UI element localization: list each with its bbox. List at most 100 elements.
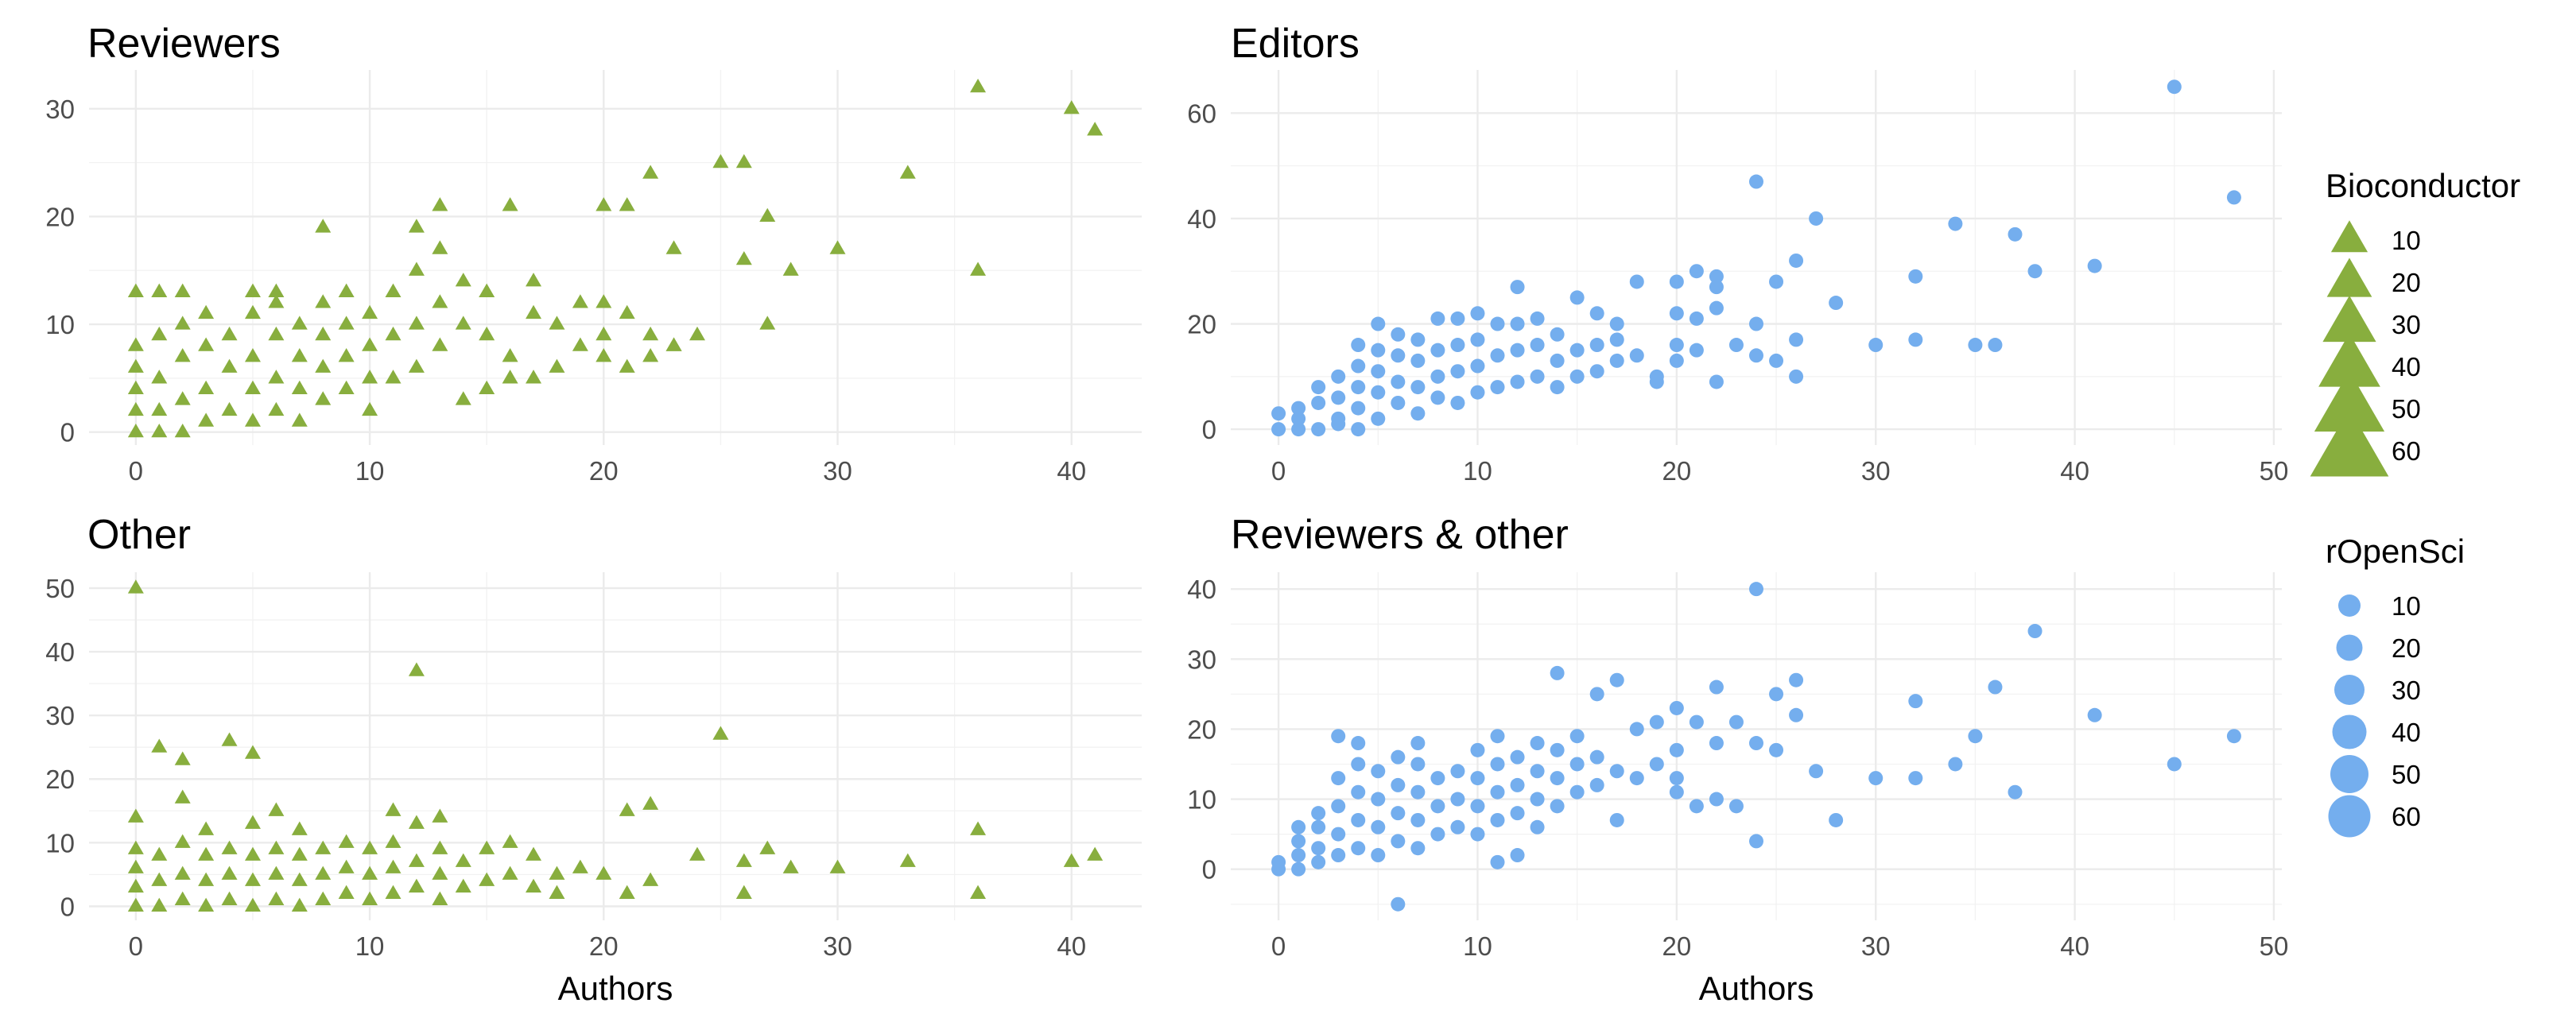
data-point (385, 885, 402, 899)
legend-key-circle (2332, 714, 2367, 749)
data-point (432, 865, 448, 880)
data-point (759, 840, 776, 854)
data-point (315, 891, 332, 905)
x-tick-label: 0 (1271, 931, 1286, 961)
data-point (619, 197, 635, 211)
data-point (1589, 777, 1604, 792)
data-point (1530, 311, 1545, 326)
data-point (432, 294, 448, 308)
data-point (151, 897, 168, 912)
data-point (526, 878, 542, 893)
data-point (408, 878, 425, 893)
data-point (432, 891, 448, 905)
data-point (1550, 799, 1565, 814)
data-point (1470, 742, 1485, 757)
x-tick-label: 20 (589, 456, 619, 486)
data-point (1530, 792, 1545, 807)
data-point (1569, 757, 1585, 772)
data-point (1291, 422, 1306, 437)
data-point (759, 316, 776, 330)
y-tick-label: 60 (1187, 99, 1216, 128)
data-point (315, 219, 332, 233)
data-point (712, 153, 729, 168)
data-point (1789, 672, 1804, 687)
data-point (1391, 834, 1406, 849)
legend-title: Bioconductor (2326, 167, 2520, 204)
data-point (455, 273, 471, 287)
data-point (502, 865, 518, 880)
y-tick-label: 0 (60, 418, 75, 447)
panel-title: Reviewers & other (1231, 512, 1569, 558)
data-point (479, 840, 495, 854)
y-tick-label: 40 (1187, 575, 1216, 604)
data-point (1669, 771, 1684, 786)
data-point (1829, 812, 1844, 827)
data-point (151, 872, 168, 886)
data-point (1789, 707, 1804, 722)
data-point (151, 846, 168, 861)
panel-title: Editors (1231, 21, 1360, 67)
data-point (1371, 792, 1386, 807)
data-point (502, 348, 518, 362)
data-point (1649, 757, 1664, 772)
x-tick-label: 40 (2060, 456, 2089, 486)
data-point (291, 897, 308, 912)
data-point (2087, 258, 2102, 273)
data-point (1291, 848, 1306, 863)
data-point (1311, 806, 1326, 821)
data-point (1430, 771, 1445, 786)
data-point (1709, 374, 1724, 389)
data-point (291, 412, 308, 427)
data-point (1550, 353, 1565, 368)
data-point (455, 316, 471, 330)
data-point (526, 304, 542, 319)
data-point (526, 846, 542, 861)
data-point (244, 815, 261, 829)
legend-key-triangle (2318, 333, 2380, 387)
data-point (315, 865, 332, 880)
data-point (1649, 714, 1664, 730)
panels: Reviewers 0 10 20 30 40 0 10 20 30 Editors 0 10 20 30 4… (45, 21, 2288, 1007)
data-point (1908, 269, 1923, 284)
data-point (1410, 406, 1426, 421)
data-point (1490, 854, 1505, 869)
data-point (1351, 422, 1366, 437)
data-point (268, 283, 285, 297)
y-tick-label: 10 (45, 828, 75, 858)
data-point (502, 370, 518, 384)
data-point (689, 846, 705, 861)
data-point (1728, 338, 1744, 353)
data-point (1291, 411, 1306, 426)
data-point (1669, 700, 1684, 715)
data-point (127, 423, 144, 438)
data-point (1769, 742, 1784, 757)
data-point (291, 348, 308, 362)
y-tick-label: 40 (45, 637, 75, 667)
data-point (221, 865, 238, 880)
data-point (1371, 385, 1386, 400)
x-tick-label: 0 (129, 456, 143, 486)
data-point (362, 370, 378, 384)
data-point (127, 808, 144, 823)
data-point (174, 789, 191, 803)
data-point (385, 283, 402, 297)
data-point (221, 732, 238, 746)
x-tick-label: 10 (1463, 456, 1492, 486)
data-point (970, 261, 987, 276)
data-point (1669, 274, 1684, 289)
data-point (572, 294, 588, 308)
x-tick-label: 30 (1861, 456, 1891, 486)
data-point (1351, 401, 1366, 416)
data-point (127, 401, 144, 416)
data-point (244, 745, 261, 759)
data-point (1988, 680, 2003, 695)
data-point (1629, 348, 1644, 363)
legend-key-circle (2328, 795, 2371, 838)
data-point (642, 326, 659, 341)
data-point (408, 219, 425, 233)
data-point (735, 250, 752, 265)
grid (89, 70, 1142, 445)
data-point (1410, 736, 1426, 751)
data-point (1410, 353, 1426, 368)
data-point (1351, 784, 1366, 800)
